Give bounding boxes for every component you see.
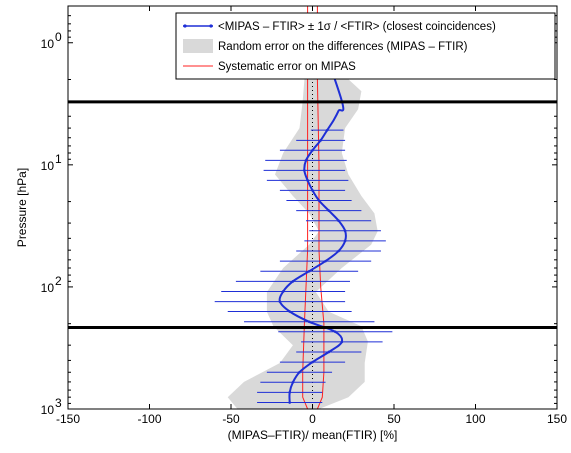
x-axis: -150 -100 -50 0 50 100 150 <box>56 6 567 426</box>
legend-label-random-error: Random error on the differences (MIPAS –… <box>218 41 468 53</box>
y-tick-exponent: 2 <box>55 274 62 288</box>
mean-difference-point <box>334 330 337 334</box>
x-axis-label: (MIPAS–FTIR)/ mean(FTIR) [%] <box>228 428 398 442</box>
legend-entry-systematic-error: Systematic error on MIPAS <box>183 61 356 73</box>
legend-symbol-mean-marker <box>209 24 213 28</box>
systematic-error-envelope <box>302 6 325 409</box>
y-tick-label: 10 <box>41 281 55 295</box>
y-tick-exponent: 1 <box>55 152 62 166</box>
legend: <MIPAS – FTIR> ± 1σ / <FTIR> (closest co… <box>175 12 556 80</box>
legend-box <box>175 12 556 80</box>
mean-difference-point <box>291 280 295 283</box>
reference-lines-group <box>68 100 557 330</box>
x-tick-label: -50 <box>222 412 240 426</box>
mean-difference-point <box>324 259 327 263</box>
mean-difference-point <box>291 380 295 384</box>
mean-difference-point <box>327 209 331 212</box>
mean-difference-point <box>306 179 309 182</box>
x-tick-label: 0 <box>309 412 316 426</box>
mean-difference-point <box>337 249 340 253</box>
legend-label-systematic-error: Systematic error on MIPAS <box>218 61 356 73</box>
legend-entry-mean: <MIPAS – FTIR> ± 1σ / <FTIR> (closest co… <box>183 21 496 33</box>
mean-difference-point <box>311 148 314 152</box>
mean-difference-point <box>325 128 329 132</box>
random-error-envelope-group <box>227 15 378 409</box>
mean-difference-point <box>307 320 311 324</box>
legend-symbol-mean-marker <box>183 24 187 28</box>
x-tick-label: 100 <box>465 412 485 426</box>
mean-difference-point <box>304 159 308 162</box>
mean-difference-point <box>281 290 285 293</box>
x-tick-label: -150 <box>56 412 80 426</box>
y-tick-label: 10 <box>41 403 55 417</box>
mean-difference-point <box>307 269 311 273</box>
y-axis-label: Pressure [hPa] <box>15 168 29 247</box>
mean-difference-point <box>340 340 344 344</box>
y-tick-label: 10 <box>41 159 55 173</box>
x-tick-label: 50 <box>387 412 401 426</box>
mean-difference-point <box>298 370 301 374</box>
mean-difference-point <box>288 401 291 404</box>
mean-difference-point <box>303 169 306 172</box>
mean-difference-point <box>311 189 314 192</box>
legend-entry-random-error: Random error on the differences (MIPAS –… <box>183 39 468 53</box>
mean-difference-point <box>288 310 291 313</box>
x-tick-label: 150 <box>547 412 567 426</box>
y-tick-label: 10 <box>41 37 55 51</box>
random-error-envelope <box>227 15 378 409</box>
mean-difference-point <box>288 391 291 394</box>
mean-difference-point <box>327 350 331 354</box>
mean-difference-point <box>317 199 321 202</box>
legend-label-mean: <MIPAS – FTIR> ± 1σ / <FTIR> (closest co… <box>218 21 496 33</box>
mean-difference-point <box>311 360 314 364</box>
mean-difference-point <box>337 219 340 223</box>
systematic-error-group <box>302 6 325 409</box>
mean-difference-group <box>278 15 347 404</box>
y-tick-exponent: 3 <box>55 396 62 410</box>
y-tick-exponent: 0 <box>55 30 62 44</box>
x-tick-label: -100 <box>137 412 161 426</box>
mean-difference-point <box>343 229 347 233</box>
mean-difference-point <box>319 139 322 142</box>
legend-symbol-random-error <box>183 39 213 53</box>
mean-difference-point <box>343 239 347 243</box>
mean-difference-point <box>278 300 282 303</box>
